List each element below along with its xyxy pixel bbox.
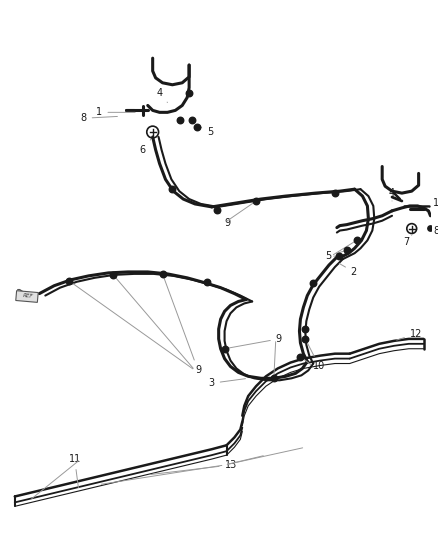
Text: 9: 9 bbox=[163, 277, 201, 375]
Point bbox=[186, 88, 193, 97]
Bar bbox=[16, 290, 38, 302]
Text: 11: 11 bbox=[68, 454, 81, 488]
Point bbox=[427, 223, 434, 232]
Point bbox=[169, 185, 176, 193]
Text: 2: 2 bbox=[339, 263, 357, 277]
Text: 4: 4 bbox=[389, 188, 395, 201]
Point bbox=[332, 189, 339, 197]
Point bbox=[159, 270, 166, 278]
Point bbox=[297, 352, 304, 361]
Point bbox=[302, 335, 309, 343]
Text: REF: REF bbox=[23, 293, 34, 298]
Point bbox=[270, 374, 277, 383]
Text: 10: 10 bbox=[307, 341, 325, 372]
Point bbox=[336, 252, 343, 261]
Text: 6: 6 bbox=[140, 139, 151, 155]
Point bbox=[213, 206, 220, 214]
Text: 3: 3 bbox=[208, 378, 245, 388]
Text: 13: 13 bbox=[151, 460, 237, 474]
Point bbox=[203, 278, 210, 286]
Text: 9: 9 bbox=[227, 334, 282, 348]
Point bbox=[310, 278, 317, 287]
Point bbox=[302, 325, 309, 333]
Point bbox=[65, 277, 72, 285]
Point bbox=[343, 246, 350, 255]
Text: 8: 8 bbox=[81, 113, 117, 123]
Text: 12: 12 bbox=[397, 329, 422, 340]
Text: 5: 5 bbox=[325, 251, 344, 261]
Point bbox=[221, 344, 228, 353]
Point bbox=[189, 116, 196, 125]
Text: 8: 8 bbox=[431, 225, 438, 236]
Text: 9: 9 bbox=[219, 212, 231, 228]
Point bbox=[177, 116, 184, 125]
Text: 7: 7 bbox=[403, 236, 412, 247]
Text: 5: 5 bbox=[198, 125, 213, 137]
Text: 1: 1 bbox=[428, 198, 438, 208]
Text: 1: 1 bbox=[96, 107, 135, 117]
Point bbox=[253, 197, 260, 205]
Point bbox=[110, 271, 117, 279]
Text: 4: 4 bbox=[156, 87, 167, 102]
Point bbox=[194, 123, 201, 132]
Point bbox=[353, 236, 360, 245]
